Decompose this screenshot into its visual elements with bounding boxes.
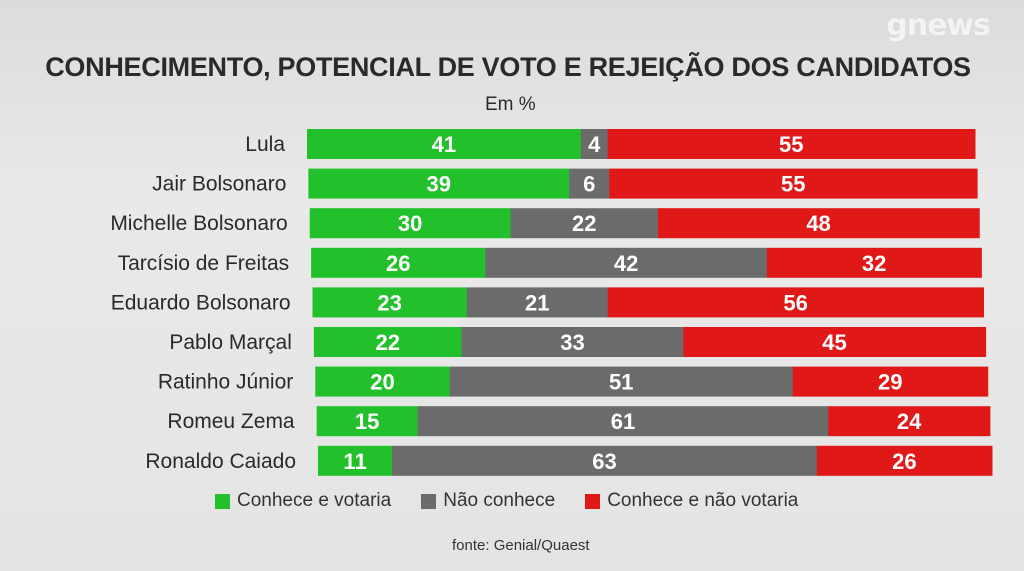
bar-segment: [828, 406, 991, 437]
data-label: 39: [427, 172, 451, 197]
bar-segment: [683, 327, 987, 357]
bar-segment: [311, 247, 486, 278]
data-label: 6: [583, 172, 595, 197]
category-label: Ronaldo Caiado: [145, 450, 296, 473]
data-label: 45: [822, 330, 846, 355]
data-label: 41: [432, 132, 456, 157]
bar-segment: [607, 129, 976, 159]
data-label: 32: [862, 251, 886, 276]
data-label: 21: [525, 290, 549, 315]
bar-segment: [766, 247, 982, 278]
bar-segment: [307, 129, 582, 159]
chart-title: CONHECIMENTO, POTENCIAL DE VOTO E REJEIÇ…: [45, 52, 971, 82]
data-label: 15: [355, 409, 379, 434]
bar-segment: [607, 287, 984, 318]
data-label: 51: [609, 370, 633, 395]
data-label: 4: [588, 132, 601, 157]
data-label: 56: [783, 290, 807, 315]
bar-segment: [417, 406, 829, 437]
bar-segment: [392, 445, 818, 476]
bar-segment: [308, 168, 570, 199]
bar-segment: [313, 327, 463, 357]
data-label: 24: [897, 409, 922, 434]
data-label: 11: [343, 449, 366, 474]
chart-subtitle: Em %: [485, 94, 536, 115]
data-label: 29: [878, 370, 902, 395]
bar-segment: [315, 366, 451, 397]
data-label: 26: [386, 251, 410, 276]
bar-segment: [657, 208, 980, 239]
bar-segment: [816, 445, 993, 476]
data-label: 33: [560, 330, 584, 355]
category-label: Pablo Marçal: [169, 331, 292, 354]
data-label: 20: [370, 370, 394, 395]
category-label: Romeu Zema: [167, 410, 295, 433]
bar-segment: [449, 366, 794, 397]
category-label: Jair Bolsonaro: [152, 173, 286, 196]
chart-source: fonte: Genial/Quaest: [452, 537, 590, 554]
data-label: 30: [398, 211, 422, 236]
bar-segment: [466, 287, 609, 318]
bar-segment: [312, 287, 468, 318]
data-label: 55: [779, 132, 803, 157]
data-label: 63: [592, 449, 616, 474]
data-label: 61: [611, 409, 635, 434]
data-label: 55: [781, 172, 805, 197]
network-logo: gnews: [886, 8, 991, 43]
bar-segment: [461, 327, 684, 357]
legend-label-nao-conhece: Não conhece: [443, 490, 556, 511]
data-label: 22: [572, 211, 596, 236]
legend-item-votaria: Conhece e votaria: [215, 490, 391, 512]
category-label: Michelle Bolsonaro: [110, 212, 287, 235]
data-label: 26: [892, 449, 916, 474]
legend-swatch-nao-conhece: [421, 493, 437, 509]
category-label: Eduardo Bolsonaro: [111, 291, 291, 314]
data-label: 48: [806, 211, 830, 236]
bar-segment: [316, 406, 419, 437]
bar-segment: [580, 129, 609, 159]
bar-segment: [485, 247, 768, 278]
legend-item-nao-votaria: Conhece e não votaria: [585, 490, 798, 512]
legend-swatch-votaria: [215, 493, 230, 509]
chart-legend: Conhece e votaria Não conhece Conhece e …: [215, 490, 828, 512]
category-label: Tarcísio de Freitas: [118, 252, 290, 275]
data-label: 22: [376, 330, 400, 355]
legend-swatch-nao-votaria: [585, 493, 601, 509]
bar-segment: [609, 168, 978, 199]
data-label: 42: [614, 251, 638, 276]
bar-segment: [569, 168, 610, 199]
bar-segment: [510, 208, 659, 239]
legend-label-votaria: Conhece e votaria: [237, 490, 392, 511]
bar-segment: [318, 445, 393, 476]
legend-item-nao-conhece: Não conhece: [421, 490, 555, 512]
legend-label-nao-votaria: Conhece e não votaria: [607, 490, 799, 511]
data-label: 23: [377, 290, 401, 315]
category-label: Lula: [245, 133, 285, 156]
bar-segment: [792, 366, 989, 397]
bar-segment: [309, 208, 512, 239]
stacked-bar-chart: Lula 41 4 55 Jair Bolsonaro 39 6 55 Michelle Bol…: [110, 129, 993, 476]
category-label: Ratinho Júnior: [158, 371, 293, 394]
